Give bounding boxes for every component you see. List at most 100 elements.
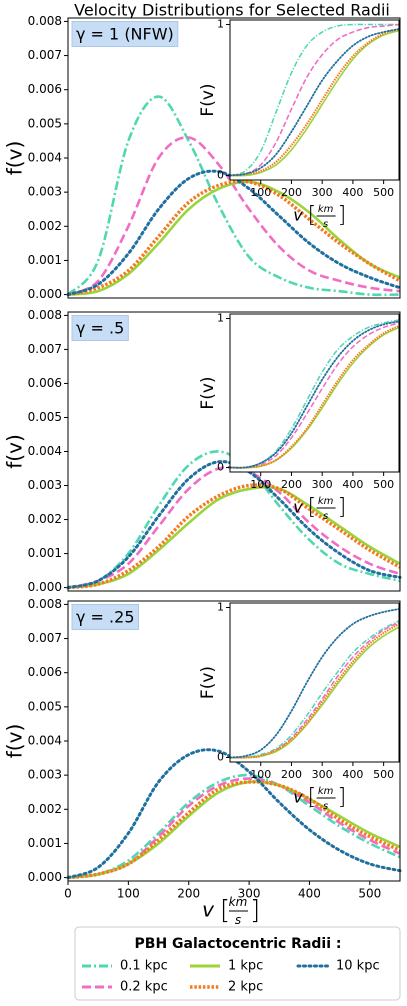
legend-title: PBH Galactocentric Radii : (135, 936, 342, 952)
x-tick-label: 100 (250, 186, 271, 199)
y-tick-label: 0 (217, 168, 224, 181)
y-tick-label: 0.008 (28, 597, 62, 611)
y-tick-label: 0.006 (28, 665, 62, 679)
y-axis-label: f(v) (3, 141, 27, 175)
x-tick-label: 300 (312, 768, 333, 781)
series-line (67, 179, 401, 297)
y-tick-label: 1 (217, 601, 224, 614)
panel-label: γ = .5 (71, 315, 129, 341)
x-tick-label: 500 (373, 478, 394, 491)
y-tick-label: 0.005 (28, 410, 62, 424)
x-tick-label: 0 (64, 887, 72, 901)
x-tick-label: 200 (281, 478, 302, 491)
y-tick-label: 1 (217, 311, 224, 324)
x-tick-label: 500 (358, 887, 381, 901)
series-line (229, 608, 400, 759)
series-line (229, 319, 400, 469)
x-label-unit-num: km (229, 895, 248, 909)
y-tick-label: 0 (217, 751, 224, 764)
y-tick-label: 0.002 (28, 219, 62, 233)
x-label-symbol: v (293, 788, 303, 807)
x-label-bracket: [ (308, 785, 317, 810)
series-line (229, 322, 400, 469)
x-label-unit-num: km (318, 204, 334, 215)
legend-frame (74, 926, 401, 1001)
plot-frame (67, 311, 401, 592)
plot-frame (67, 600, 401, 882)
x-tick-label: 300 (312, 478, 333, 491)
panel-label: γ = .25 (71, 604, 139, 630)
series-line (229, 23, 400, 177)
y-tick-label: 0.000 (28, 870, 62, 884)
x-tick-label: 400 (342, 186, 363, 199)
series-line (229, 28, 400, 177)
figure-title: Velocity Distributions for Selected Radi… (74, 1, 390, 20)
x-label-unit-num: km (318, 786, 334, 797)
y-tick-label: 0.006 (28, 376, 62, 390)
legend-label: 1 kpc (228, 959, 263, 974)
y-axis-label: F(v) (198, 83, 218, 116)
y-tick-label: 0.007 (28, 631, 62, 645)
series-line (229, 621, 400, 759)
series-line (67, 773, 401, 879)
y-axis-label: f(v) (3, 434, 27, 468)
plot-frame (67, 17, 401, 299)
x-label-bracket: ] (250, 896, 260, 926)
panel-label-text: γ = .25 (76, 608, 135, 627)
y-axis-label: F(v) (198, 376, 218, 409)
series-line (229, 320, 400, 469)
panel-label-box (71, 604, 139, 630)
y-tick-label: 0.003 (28, 768, 62, 782)
panel-label-box (71, 21, 179, 47)
y-axis-label: f(v) (3, 724, 27, 758)
x-axis-label: v [km s] (293, 785, 346, 812)
y-tick-label: 0 (217, 461, 224, 474)
series-line (67, 483, 401, 590)
y-tick-label: 1 (217, 18, 224, 31)
series-line (229, 623, 400, 759)
x-label-unit-num: km (318, 496, 334, 507)
y-tick-label: 0.002 (28, 802, 62, 816)
x-tick-label: 400 (298, 887, 321, 901)
legend: PBH Galactocentric Radii : 0.1 kpc 0.2 kpc… (74, 926, 401, 1001)
x-tick-label: 400 (342, 478, 363, 491)
x-label-unit-den: s (323, 219, 328, 230)
x-label-unit-den: s (235, 913, 241, 927)
panel-label-text: γ = 1 (NFW) (76, 25, 174, 44)
panel-label: γ = 1 (NFW) (71, 21, 179, 47)
y-tick-label: 0.001 (28, 546, 62, 560)
y-tick-label: 0.000 (28, 287, 62, 301)
plot-frame (229, 19, 400, 181)
x-label-bracket: ] (338, 203, 347, 228)
legend-label: 10 kpc (336, 959, 380, 974)
y-tick-label: 0.003 (28, 478, 62, 492)
y-tick-label: 0.006 (28, 82, 62, 96)
series-line (229, 324, 400, 469)
plot-frame (229, 313, 400, 473)
y-tick-label: 0.007 (28, 48, 62, 62)
x-label-symbol: v (202, 898, 215, 922)
y-tick-label: 0.002 (28, 512, 62, 526)
x-tick-label: 500 (373, 186, 394, 199)
x-label-bracket: ] (338, 785, 347, 810)
y-tick-label: 0.004 (28, 444, 62, 458)
series-line (229, 28, 400, 177)
y-tick-label: 0.000 (28, 580, 62, 594)
series-line (229, 23, 399, 177)
series-line (67, 95, 401, 297)
x-label-unit-den: s (323, 511, 328, 522)
x-tick-label: 300 (312, 186, 333, 199)
x-tick-label: 100 (250, 478, 271, 491)
x-tick-label: 500 (373, 768, 394, 781)
x-label-bracket: [ (220, 896, 230, 926)
y-tick-label: 0.005 (28, 699, 62, 713)
x-tick-label: 100 (117, 887, 140, 901)
x-tick-label: 400 (342, 768, 363, 781)
x-label-bracket: [ (308, 495, 317, 520)
y-tick-label: 0.005 (28, 116, 62, 130)
x-axis-label: v [km s] (293, 203, 346, 230)
y-tick-label: 0.004 (28, 151, 62, 165)
y-tick-label: 0.001 (28, 836, 62, 850)
x-tick-label: 200 (177, 887, 200, 901)
